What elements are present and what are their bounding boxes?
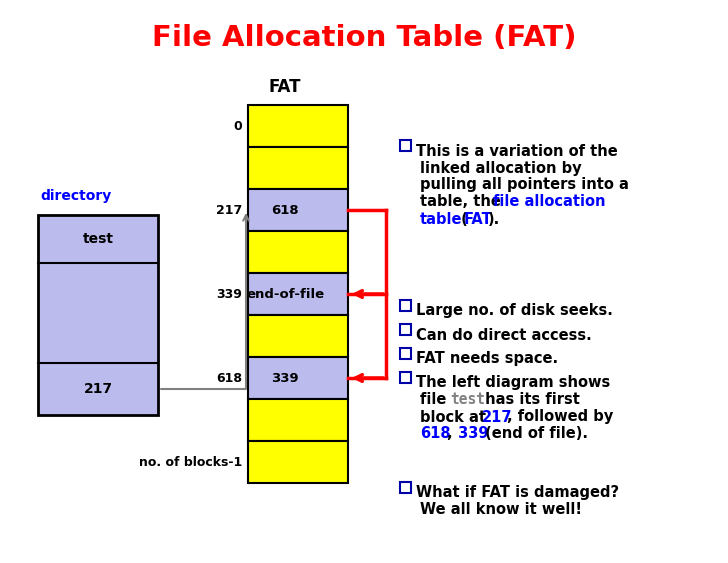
Text: test: test (450, 392, 485, 408)
Text: Large no. of disk seeks.: Large no. of disk seeks. (416, 303, 613, 319)
Text: 339: 339 (453, 427, 488, 441)
Bar (400, 324, 411, 335)
Bar (400, 140, 411, 151)
Bar (248, 357, 348, 399)
Text: The left diagram shows: The left diagram shows (416, 376, 610, 391)
Text: 339: 339 (272, 372, 298, 385)
Bar (248, 273, 348, 315)
Text: (end of file).: (end of file). (480, 427, 588, 441)
Bar (38, 215, 158, 415)
Text: Can do direct access.: Can do direct access. (416, 328, 592, 342)
Text: FAT: FAT (464, 212, 493, 226)
Text: 618: 618 (216, 372, 242, 385)
Text: 618: 618 (420, 427, 451, 441)
Bar (400, 300, 411, 311)
Text: end-of-file: end-of-file (246, 288, 324, 301)
Text: What if FAT is damaged?: What if FAT is damaged? (416, 485, 619, 501)
Text: linked allocation by: linked allocation by (420, 160, 582, 176)
Text: 217: 217 (482, 409, 513, 425)
Bar (248, 315, 348, 357)
Text: ,: , (446, 427, 451, 441)
Text: file allocation: file allocation (493, 194, 606, 209)
Bar (248, 105, 348, 147)
Bar (400, 372, 411, 383)
Text: 0: 0 (233, 119, 242, 132)
Text: (: ( (456, 212, 468, 226)
Text: pulling all pointers into a: pulling all pointers into a (420, 177, 629, 193)
Text: File Allocation Table (FAT): File Allocation Table (FAT) (151, 24, 577, 52)
Text: table, the: table, the (420, 194, 506, 209)
Text: file: file (420, 392, 451, 408)
Text: has its first: has its first (480, 392, 580, 408)
Text: test: test (82, 232, 114, 246)
Text: 618: 618 (272, 203, 298, 217)
Text: no. of blocks-1: no. of blocks-1 (139, 455, 242, 468)
Text: 339: 339 (216, 288, 242, 301)
Text: 217: 217 (215, 203, 242, 217)
Bar (248, 399, 348, 441)
Bar (248, 147, 348, 189)
Text: , followed by: , followed by (507, 409, 613, 425)
Text: FAT: FAT (269, 78, 301, 96)
Text: table: table (420, 212, 462, 226)
Bar (248, 231, 348, 273)
Text: ).: ). (488, 212, 500, 226)
Text: 217: 217 (84, 382, 113, 396)
Bar (400, 482, 411, 493)
Bar (248, 441, 348, 483)
Text: block at: block at (420, 409, 491, 425)
Text: We all know it well!: We all know it well! (420, 503, 582, 517)
Text: This is a variation of the: This is a variation of the (416, 144, 618, 159)
Bar (400, 348, 411, 359)
Text: directory: directory (40, 189, 111, 203)
Text: FAT needs space.: FAT needs space. (416, 351, 558, 367)
Bar (248, 189, 348, 231)
